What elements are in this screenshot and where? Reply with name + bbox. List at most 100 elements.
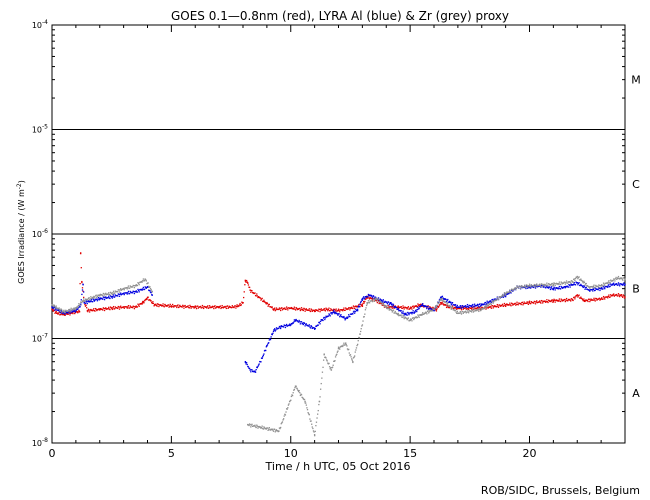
lyra_al-point (400, 310, 402, 312)
lyra_zr-point (335, 354, 337, 356)
lyra_zr-point (610, 279, 612, 281)
goes-point (347, 308, 349, 310)
goes-point (377, 300, 380, 302)
lyra_al-point (296, 320, 299, 322)
lyra_al-point (151, 294, 153, 296)
goes-point (153, 304, 156, 306)
goes-point (539, 300, 541, 302)
lyra_zr-point (348, 348, 350, 351)
lyra_zr-point (248, 424, 250, 427)
lyra_al-point (395, 306, 398, 309)
lyra_zr-point (557, 283, 559, 286)
goes-point (613, 293, 615, 295)
lyra_al-point (407, 311, 409, 314)
lyra_al-point (310, 325, 312, 327)
goes-point (565, 297, 568, 300)
lyra_al-point (622, 284, 624, 286)
lyra_al-point (554, 289, 556, 291)
lyra_zr-point (459, 310, 461, 313)
goes-point (217, 306, 219, 308)
goes-point (348, 307, 350, 309)
lyra_al-point (61, 312, 63, 315)
lyra_zr-point (137, 282, 140, 285)
lyra_al-point (122, 292, 125, 295)
lyra_zr-point (302, 397, 304, 399)
goes-point (219, 305, 222, 307)
lyra_zr-point (254, 426, 257, 428)
lyra_al-point (397, 308, 399, 311)
lyra_zr-point (379, 300, 381, 303)
lyra_zr-point (72, 308, 75, 310)
lyra_zr-point (334, 360, 336, 362)
lyra_al-point (89, 301, 91, 303)
lyra_zr-point (353, 356, 355, 358)
goes-point (189, 304, 191, 307)
lyra_al-point (352, 313, 354, 315)
lyra_zr-point (433, 308, 435, 311)
lyra_zr-point (290, 399, 292, 401)
lyra_zr-point (60, 309, 63, 311)
lyra_zr-point (128, 287, 131, 289)
lyra_zr-point (278, 430, 280, 432)
goes-point (324, 310, 327, 312)
goes-point (162, 303, 164, 305)
lyra_al-point (377, 297, 380, 299)
goes-point (99, 308, 101, 311)
lyra_zr-point (540, 285, 542, 288)
lyra_zr-point (503, 294, 505, 296)
goes-point (460, 309, 463, 311)
goes-point (77, 312, 79, 314)
lyra_al-point (337, 314, 339, 316)
goes-point (578, 294, 580, 296)
lyra_zr-point (351, 358, 353, 360)
lyra_zr-point (73, 307, 75, 309)
goes-point (592, 299, 595, 301)
lyra_zr-point (351, 359, 353, 361)
lyra_al-point (404, 312, 406, 315)
lyra_zr-point (151, 291, 153, 293)
lyra_al-point (57, 309, 60, 312)
goes-point (593, 297, 595, 299)
lyra_al-point (373, 295, 375, 298)
y-axis-label-close: ) (17, 180, 26, 183)
lyra_zr-point (346, 348, 349, 350)
goes-point (94, 307, 97, 310)
lyra_al-point (488, 301, 491, 303)
lyra_zr-point (545, 284, 547, 286)
lyra_al-point (356, 308, 359, 311)
lyra_zr-point (343, 342, 345, 344)
lyra_al-point (598, 287, 601, 290)
lyra_zr-point (287, 407, 289, 409)
goes-point (241, 301, 243, 303)
goes-point (526, 301, 528, 303)
lyra_al-point (102, 298, 104, 300)
goes-point (574, 298, 576, 300)
lyra_al-point (422, 305, 424, 307)
goes-point (205, 307, 208, 309)
lyra_zr-point (143, 279, 146, 282)
lyra_al-point (282, 326, 285, 328)
lyra_zr-point (451, 306, 454, 309)
lyra_al-point (146, 286, 149, 288)
lyra_zr-point (496, 296, 498, 299)
lyra_zr-point (303, 398, 306, 401)
lyra_zr-point (402, 314, 404, 316)
goes-point (544, 300, 546, 302)
chart-title: GOES 0.1—0.8nm (red), LYRA Al (blue) & Z… (171, 9, 509, 23)
lyra_al-point (97, 298, 99, 300)
goes-point (244, 284, 246, 286)
lyra_al-point (556, 287, 559, 289)
lyra_al-point (417, 306, 419, 309)
lyra_al-point (411, 313, 413, 315)
lyra_zr-point (53, 304, 56, 307)
lyra_al-point (318, 321, 321, 323)
goes-point (508, 304, 510, 306)
goes-point (589, 299, 592, 301)
lyra_zr-point (527, 286, 529, 288)
goes-point (589, 300, 591, 303)
lyra_al-point (620, 283, 622, 285)
lyra_zr-point (467, 311, 469, 313)
goes-point (401, 307, 404, 309)
lyra_al-point (388, 304, 390, 306)
lyra_zr-point (411, 320, 413, 322)
